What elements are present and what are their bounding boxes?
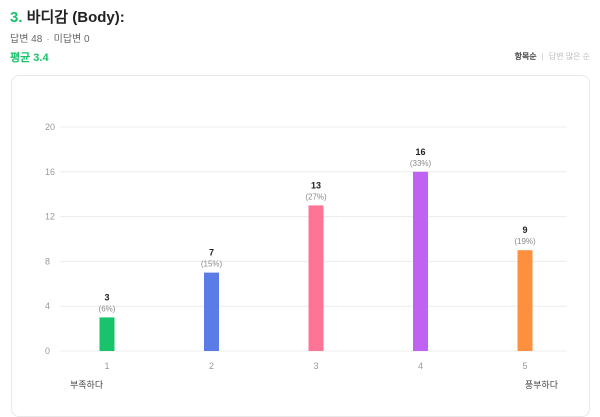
bar-percent-label: (27%) bbox=[305, 192, 327, 201]
x-tick-label: 1 bbox=[104, 361, 109, 371]
bar bbox=[308, 205, 324, 351]
bar-percent-label: (15%) bbox=[201, 260, 223, 269]
bar-percent-label: (6%) bbox=[99, 304, 116, 313]
x-tick-label: 4 bbox=[418, 361, 423, 371]
x-tick-label: 2 bbox=[209, 361, 214, 371]
y-tick-label: 0 bbox=[45, 346, 50, 356]
sort-separator: | bbox=[541, 52, 544, 61]
question-number: 3. bbox=[10, 9, 23, 26]
scale-left-label: 부족하다 bbox=[70, 380, 104, 390]
bar-value-label: 3 bbox=[104, 292, 109, 302]
question-title: 3. 바디감 (Body): bbox=[10, 6, 125, 27]
y-tick-label: 20 bbox=[45, 122, 55, 132]
bar-value-label: 9 bbox=[522, 225, 527, 235]
bar bbox=[204, 272, 219, 351]
x-tick-label: 5 bbox=[522, 361, 527, 371]
answered-count: 답변 48 bbox=[10, 34, 43, 45]
response-counts: 답변 48 · 미답변 0 bbox=[10, 30, 90, 45]
question-text: 바디감 (Body): bbox=[26, 9, 125, 26]
y-tick-label: 16 bbox=[45, 167, 55, 177]
bar-value-label: 13 bbox=[311, 180, 321, 190]
average-score: 평균 3.4 bbox=[10, 52, 49, 64]
y-tick-label: 8 bbox=[45, 256, 50, 266]
bar-percent-label: (33%) bbox=[410, 159, 432, 168]
bar-chart: 0 4 8 12 16 20 3 (6%) 1 7 (15%) 2 13 (27%) 3 16 (33%) 4 9 (… bbox=[45, 122, 567, 390]
sort-by-order-button[interactable]: 항목순 bbox=[514, 52, 537, 61]
bar bbox=[413, 171, 428, 351]
bar-value-label: 7 bbox=[209, 248, 214, 258]
bar-percent-label: (19%) bbox=[514, 237, 536, 246]
y-tick-label: 4 bbox=[45, 301, 50, 311]
sort-options: 항목순 | 답변 많은 순 bbox=[515, 51, 590, 62]
y-tick-label: 12 bbox=[45, 212, 55, 222]
scale-right-label: 풍부하다 bbox=[525, 380, 559, 390]
separator-dot: · bbox=[46, 34, 50, 45]
chart-card: 0 4 8 12 16 20 3 (6%) 1 7 (15%) 2 13 (27%) 3 16 (33%) 4 9 (… bbox=[11, 75, 590, 417]
bar-value-label: 16 bbox=[415, 147, 425, 157]
unanswered-count: 미답변 0 bbox=[53, 34, 90, 45]
sort-by-count-button[interactable]: 답변 많은 순 bbox=[548, 52, 590, 61]
bar bbox=[517, 250, 533, 351]
x-tick-label: 3 bbox=[313, 361, 318, 371]
bar bbox=[99, 317, 115, 351]
